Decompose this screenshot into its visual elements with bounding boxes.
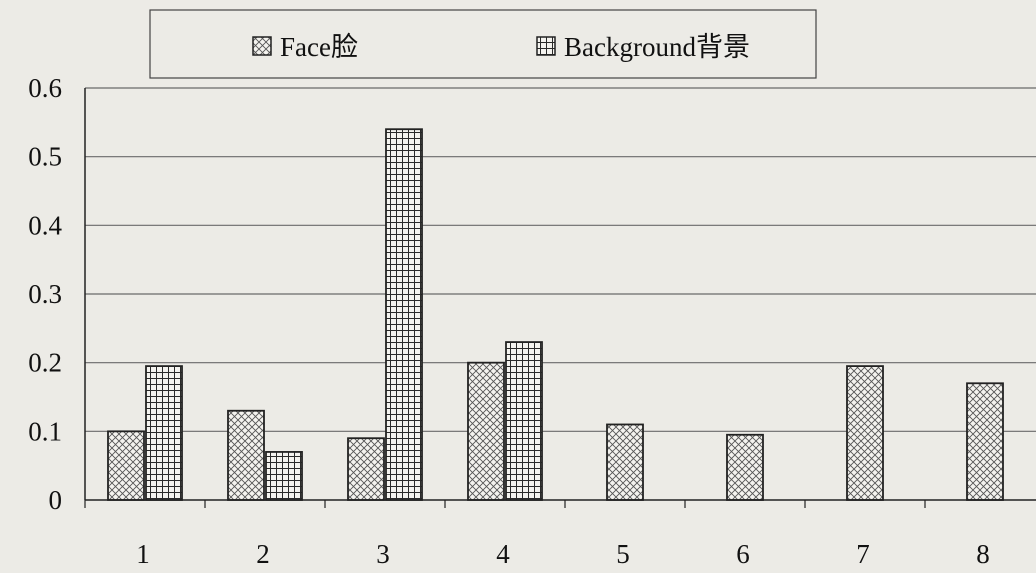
- y-tick-labels: 0 0.1 0.2 0.3 0.4 0.5 0.6: [28, 73, 62, 515]
- legend-swatch-face: [252, 36, 272, 56]
- y-tick-label: 0.4: [28, 210, 62, 240]
- y-tick-label: 0.6: [28, 73, 62, 103]
- bar-face-6: [726, 433, 764, 501]
- legend-swatch-background: [536, 36, 556, 56]
- axes: [84, 88, 1036, 508]
- legend-label-face: Face脸: [280, 32, 358, 62]
- gridlines: [85, 87, 1036, 432]
- bar-face-4: [467, 361, 505, 501]
- x-tick-label: 3: [376, 539, 390, 569]
- bar-face-8: [966, 382, 1004, 501]
- y-tick-label: 0.5: [28, 142, 62, 172]
- bars: [107, 128, 1004, 501]
- bar-face-7: [846, 365, 884, 501]
- legend-label-background: Background背景: [564, 32, 750, 62]
- x-tick-label: 2: [256, 539, 270, 569]
- legend: Face脸 Background背景: [149, 9, 817, 79]
- x-tick-label: 8: [976, 539, 990, 569]
- y-tick-label: 0.1: [28, 416, 62, 446]
- y-tick-label: 0.3: [28, 279, 62, 309]
- bar-face-5: [606, 423, 644, 501]
- x-tick-label: 6: [736, 539, 750, 569]
- bar-face-2: [227, 409, 265, 501]
- x-tick-label: 4: [496, 539, 510, 569]
- x-tick-label: 1: [136, 539, 150, 569]
- bar-background-4: [505, 341, 543, 501]
- bar-background-3: [385, 128, 423, 501]
- bar-face-1: [107, 430, 145, 501]
- legend-box: [149, 9, 817, 79]
- bar-background-1: [145, 365, 183, 501]
- x-tick-label: 5: [616, 539, 630, 569]
- bar-background-2: [265, 451, 303, 501]
- bar-face-3: [347, 437, 385, 501]
- x-tick-label: 7: [856, 539, 870, 569]
- x-tick-labels: 1 2 3 4 5 6 7 8: [136, 539, 990, 569]
- y-tick-label: 0.2: [28, 348, 62, 378]
- y-tick-label: 0: [49, 485, 63, 515]
